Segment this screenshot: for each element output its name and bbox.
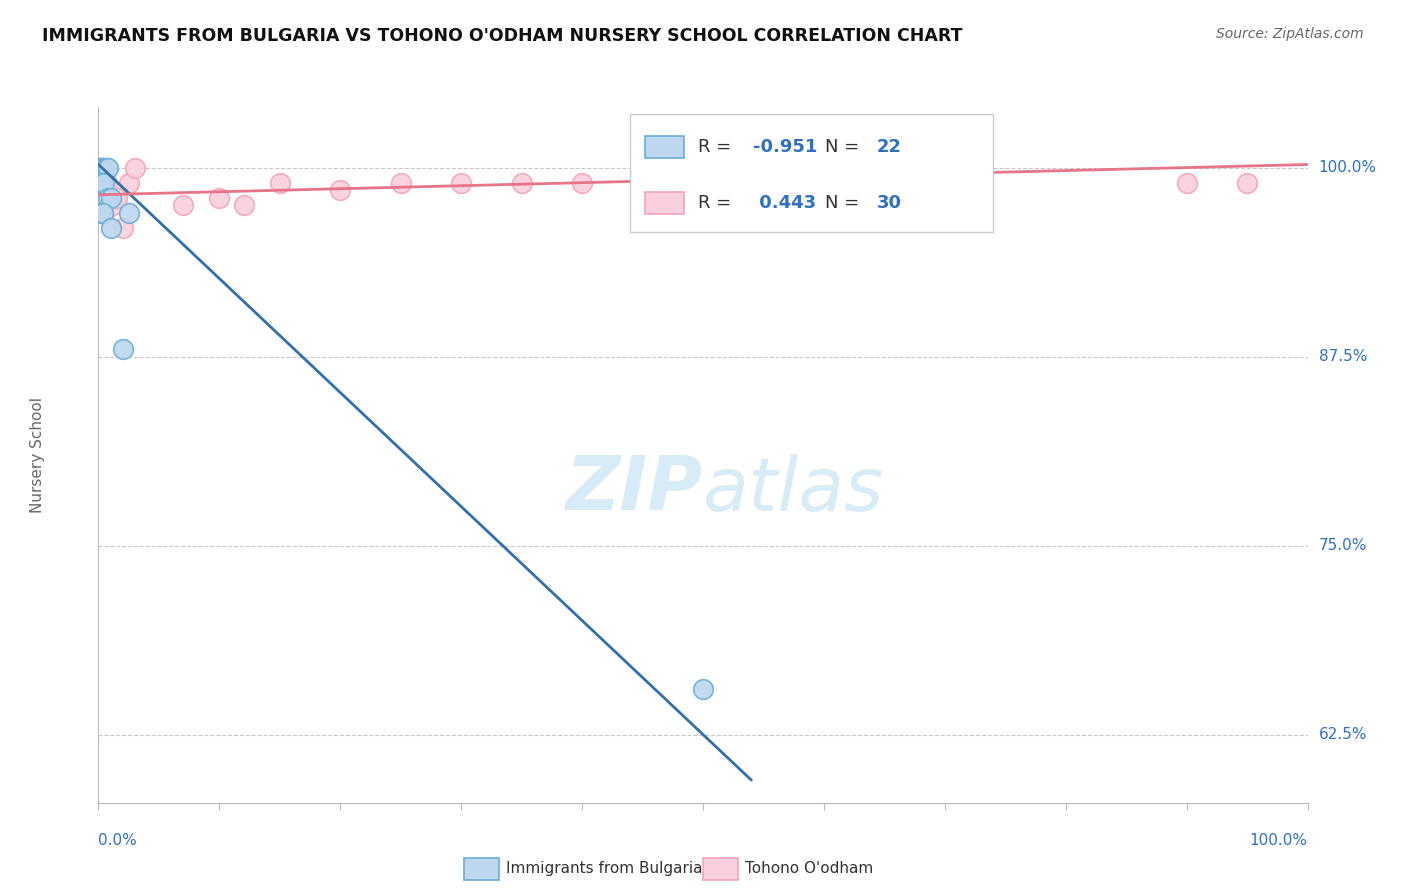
Text: 0.443: 0.443: [752, 194, 815, 211]
Point: [89, 161, 111, 175]
Point: [172, 198, 194, 212]
FancyBboxPatch shape: [645, 136, 683, 158]
Point: [87, 161, 110, 175]
Text: R =: R =: [699, 138, 737, 156]
Point: [329, 183, 352, 197]
Point: [96, 176, 118, 190]
Point: [571, 176, 593, 190]
Text: ZIP: ZIP: [565, 453, 703, 526]
Point: [94, 161, 117, 175]
Text: atlas: atlas: [703, 454, 884, 525]
Point: [93, 206, 115, 220]
Point: [91, 191, 114, 205]
Point: [91, 206, 114, 220]
Point: [208, 191, 231, 205]
Point: [105, 191, 128, 205]
Point: [118, 206, 141, 220]
Point: [813, 176, 835, 190]
Point: [232, 198, 254, 212]
Point: [87, 206, 110, 220]
Text: 0.0%: 0.0%: [98, 833, 138, 848]
Point: [91, 191, 114, 205]
Point: [100, 221, 122, 235]
Text: 100.0%: 100.0%: [1319, 160, 1376, 175]
Point: [873, 161, 896, 175]
Point: [101, 198, 124, 212]
Point: [389, 176, 412, 190]
Point: [692, 682, 714, 697]
Text: 100.0%: 100.0%: [1250, 833, 1308, 848]
Point: [96, 161, 118, 175]
Point: [269, 176, 291, 190]
Text: 87.5%: 87.5%: [1319, 349, 1367, 364]
FancyBboxPatch shape: [645, 192, 683, 214]
Point: [97, 161, 120, 175]
Point: [89, 176, 111, 190]
Point: [94, 161, 117, 175]
Text: R =: R =: [699, 194, 737, 211]
Point: [1236, 176, 1258, 190]
Point: [450, 176, 472, 190]
Point: [91, 161, 114, 175]
Point: [89, 176, 111, 190]
Point: [1175, 176, 1198, 190]
Point: [90, 206, 112, 220]
Point: [93, 176, 115, 190]
Point: [752, 176, 775, 190]
Point: [111, 342, 134, 356]
Text: Source: ZipAtlas.com: Source: ZipAtlas.com: [1216, 27, 1364, 41]
Text: 62.5%: 62.5%: [1319, 727, 1367, 742]
Point: [510, 176, 533, 190]
Text: N =: N =: [825, 194, 865, 211]
Point: [118, 176, 141, 190]
Point: [97, 191, 120, 205]
Point: [90, 176, 112, 190]
Point: [87, 191, 110, 205]
Text: N =: N =: [825, 138, 865, 156]
FancyBboxPatch shape: [630, 114, 993, 232]
Point: [91, 161, 114, 175]
Point: [93, 161, 115, 175]
Point: [692, 183, 714, 197]
Point: [100, 191, 122, 205]
Text: -0.951: -0.951: [752, 138, 817, 156]
Text: 30: 30: [877, 194, 903, 211]
Point: [90, 161, 112, 175]
Point: [89, 161, 111, 175]
Point: [89, 206, 111, 220]
Point: [91, 176, 114, 190]
Text: 22: 22: [877, 138, 903, 156]
Text: Immigrants from Bulgaria: Immigrants from Bulgaria: [506, 862, 703, 876]
Point: [124, 161, 146, 175]
Point: [111, 221, 134, 235]
Text: IMMIGRANTS FROM BULGARIA VS TOHONO O'ODHAM NURSERY SCHOOL CORRELATION CHART: IMMIGRANTS FROM BULGARIA VS TOHONO O'ODH…: [42, 27, 963, 45]
Text: Tohono O'odham: Tohono O'odham: [745, 862, 873, 876]
Text: Nursery School: Nursery School: [31, 397, 45, 513]
Text: 75.0%: 75.0%: [1319, 538, 1367, 553]
Point: [87, 176, 110, 190]
